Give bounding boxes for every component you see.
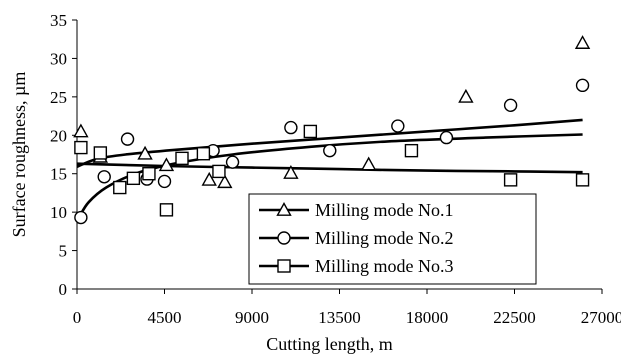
y-tick-label: 5 <box>59 242 68 261</box>
legend-marker-square <box>277 259 291 273</box>
y-tick-label: 15 <box>50 165 67 184</box>
legend-label: Milling mode No.3 <box>315 256 454 276</box>
x-axis-title: Cutting length, m <box>266 334 393 354</box>
data-point-circle <box>391 119 405 133</box>
data-point-square <box>159 203 174 217</box>
data-point-triangle <box>137 145 153 160</box>
data-point-triangle <box>360 156 377 171</box>
x-tick-label: 4500 <box>148 308 182 327</box>
data-point-square <box>142 167 156 181</box>
data-point-triangle <box>217 174 233 189</box>
x-tick-label: 18000 <box>406 308 449 327</box>
legend-marker-circle <box>277 231 291 245</box>
legend: Milling mode No.1 Milling mode No.2 Millin… <box>248 193 537 285</box>
tick-labels-group: 0 5 10 15 20 25 30 35 0 4500 9000 13500 18000 22500 27… <box>50 11 621 327</box>
data-point-square <box>503 173 518 187</box>
data-point-triangle <box>73 123 89 138</box>
data-point-triangle <box>201 171 217 186</box>
trendline-series-1 <box>76 118 583 169</box>
axes-group <box>72 19 603 294</box>
data-point-triangle <box>574 35 591 49</box>
y-tick-label: 20 <box>50 126 67 145</box>
data-point-square <box>126 171 141 186</box>
y-tick-label: 10 <box>50 203 67 222</box>
data-point-square <box>74 140 88 155</box>
y-axis-title: Surface roughness, µm <box>9 72 29 238</box>
x-tick-label: 27000 <box>581 308 621 327</box>
y-tick-label: 30 <box>50 49 67 68</box>
y-tick-label: 35 <box>50 11 67 30</box>
y-tick-label: 25 <box>50 88 67 107</box>
data-point-circle <box>439 130 454 145</box>
data-point-square <box>113 180 127 195</box>
data-point-circle <box>284 120 298 135</box>
data-point-triangle <box>458 88 474 103</box>
data-point-circle <box>157 174 172 189</box>
data-point-circle <box>323 143 337 158</box>
legend-label: Milling mode No.2 <box>315 228 454 248</box>
x-tick-label: 9000 <box>235 308 269 327</box>
data-point-square <box>575 173 590 187</box>
x-tick-label: 13500 <box>318 308 361 327</box>
data-point-square <box>175 151 189 166</box>
x-tick-label: 22500 <box>493 308 536 327</box>
data-point-circle <box>120 132 135 146</box>
data-point-triangle <box>158 157 175 172</box>
legend-label: Milling mode No.1 <box>315 200 454 220</box>
data-point-circle <box>503 98 518 113</box>
data-point-square <box>196 147 211 161</box>
data-point-circle <box>225 155 240 169</box>
data-point-triangle <box>283 165 299 179</box>
data-point-circle <box>97 170 111 184</box>
data-point-square <box>404 143 419 158</box>
data-point-square <box>93 146 108 160</box>
y-tick-label: 0 <box>59 280 68 299</box>
legend-marker-triangle <box>276 202 292 216</box>
data-point-circle <box>74 210 88 225</box>
trendline-series-2 <box>77 133 583 219</box>
data-point-circle <box>575 78 590 93</box>
data-point-square <box>212 164 226 179</box>
x-tick-label: 0 <box>73 308 82 327</box>
data-point-square <box>303 124 318 139</box>
data-points-group <box>73 35 591 225</box>
